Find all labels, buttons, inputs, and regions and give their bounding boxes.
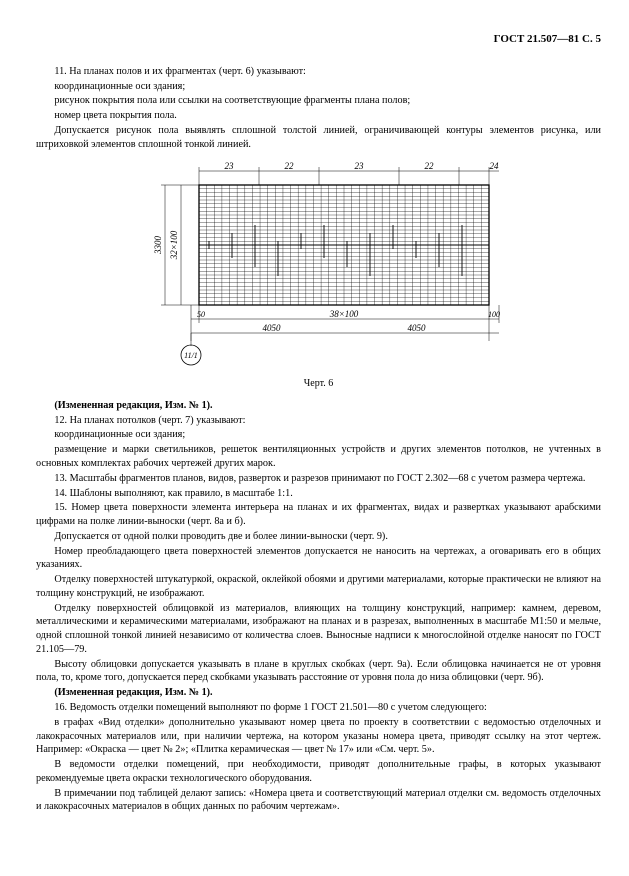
- svg-text:24: 24: [489, 161, 499, 171]
- para-izmen-2: (Измененная редакция, Изм. № 1).: [36, 686, 601, 700]
- para-16-b: в графах «Вид отделки» дополнительно ука…: [36, 716, 601, 757]
- figure-6: 23 22 23 22 24 3300 32×100 50 38×100 100 4050 4050 1…: [119, 157, 519, 391]
- svg-text:32×100: 32×100: [169, 231, 179, 261]
- para-11-c: номер цвета покрытия пола.: [36, 109, 601, 123]
- para-16-d: В примечании под таблицей делают запись:…: [36, 787, 601, 815]
- para-11-d: Допускается рисунок пола выявлять сплошн…: [36, 124, 601, 152]
- para-14: 14. Шаблоны выполняют, как правило, в ма…: [36, 487, 601, 501]
- para-15-c: Номер преобладающего цвета поверхностей …: [36, 545, 601, 573]
- svg-text:22: 22: [284, 161, 294, 171]
- svg-text:22: 22: [424, 161, 434, 171]
- para-13: 13. Масштабы фрагментов планов, видов, р…: [36, 472, 601, 486]
- svg-text:50: 50: [197, 310, 205, 319]
- para-16-a: 16. Ведомость отделки помещений выполняю…: [36, 701, 601, 715]
- para-15-a: 15. Номер цвета поверхности элемента инт…: [36, 501, 601, 529]
- page-header: ГОСТ 21.507—81 С. 5: [36, 32, 601, 47]
- para-15-b: Допускается от одной полки проводить две…: [36, 530, 601, 544]
- svg-text:4050: 4050: [407, 323, 426, 333]
- svg-text:23: 23: [224, 161, 234, 171]
- svg-text:100: 100: [488, 310, 500, 319]
- para-12-b: размещение и марки светильников, решеток…: [36, 443, 601, 471]
- para-12-a: координационные оси здания;: [36, 428, 601, 442]
- para-izmen-1: (Измененная редакция, Изм. № 1).: [36, 399, 601, 413]
- svg-text:11/1: 11/1: [184, 351, 198, 360]
- para-16-c: В ведомости отделки помещений, при необх…: [36, 758, 601, 786]
- para-11-lead: 11. На планах полов и их фрагментах (чер…: [36, 65, 601, 79]
- para-15-d: Отделку поверхностей штукатуркой, окраск…: [36, 573, 601, 601]
- para-15-e: Отделку поверхностей облицовкой из матер…: [36, 602, 601, 657]
- svg-text:23: 23: [354, 161, 364, 171]
- para-12-lead: 12. На планах потолков (черт. 7) указыва…: [36, 414, 601, 428]
- para-11-b: рисунок покрытия пола или ссылки на соот…: [36, 94, 601, 108]
- para-15-f: Высоту облицовки допускается указывать в…: [36, 658, 601, 686]
- svg-text:38×100: 38×100: [328, 309, 358, 319]
- svg-text:4050: 4050: [262, 323, 281, 333]
- para-11-a: координационные оси здания;: [36, 80, 601, 94]
- figure-6-caption: Черт. 6: [119, 377, 519, 391]
- svg-text:3300: 3300: [153, 236, 163, 256]
